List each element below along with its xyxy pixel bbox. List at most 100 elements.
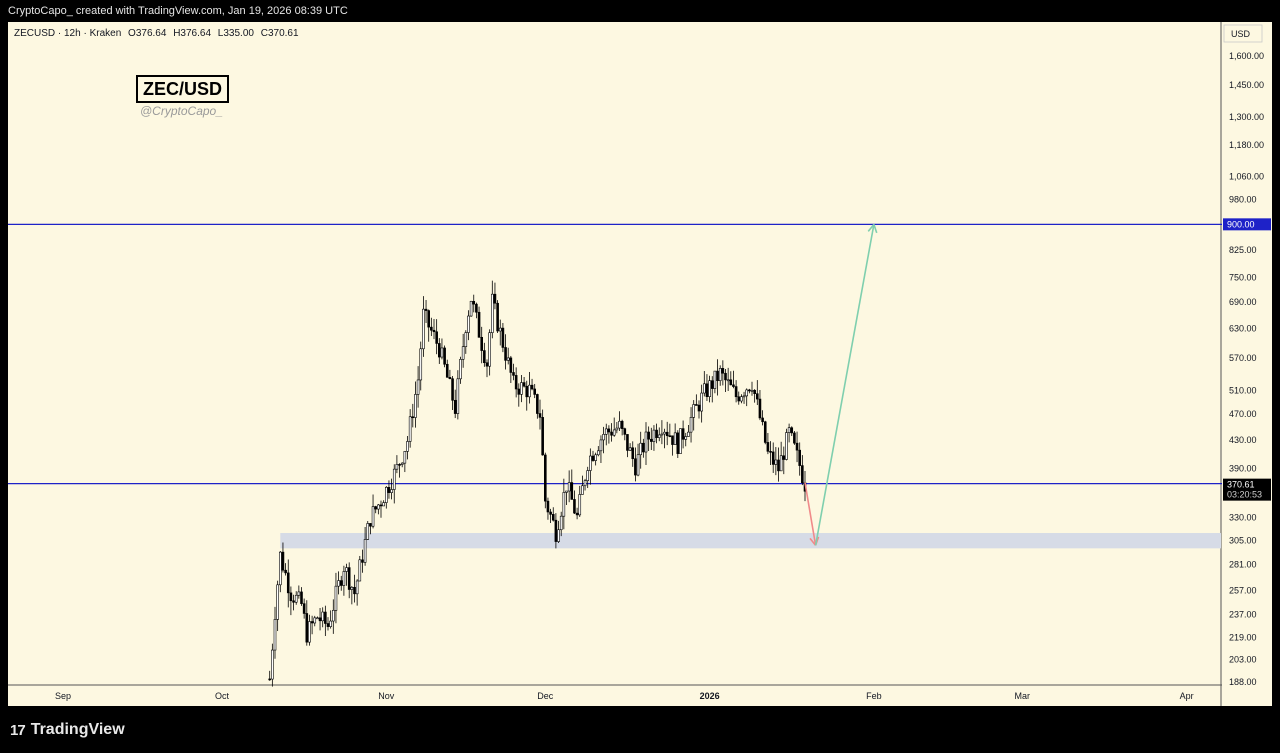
candle-body xyxy=(570,482,574,500)
candle-body xyxy=(681,428,685,440)
candle-body xyxy=(382,502,385,507)
candle-body xyxy=(384,486,388,503)
candle-body xyxy=(689,417,693,433)
candle-body xyxy=(358,559,362,582)
y-tick-label: 750.00 xyxy=(1229,273,1257,283)
candle-body xyxy=(562,492,566,517)
candle-body xyxy=(644,431,648,453)
x-tick-label: Nov xyxy=(378,691,395,701)
candle-body xyxy=(498,327,502,332)
candle-body xyxy=(520,382,523,395)
candle-body xyxy=(536,394,539,414)
candle-body xyxy=(639,442,643,456)
candle-body xyxy=(695,404,698,406)
candle-body xyxy=(769,451,772,453)
candle-body xyxy=(636,454,640,476)
candle-body xyxy=(763,421,767,443)
candle-body xyxy=(724,372,727,381)
candle-body xyxy=(742,395,746,398)
candle-body xyxy=(567,482,571,492)
candle-body xyxy=(517,388,521,395)
candle-body xyxy=(755,393,759,400)
candle-body xyxy=(509,357,513,373)
candle-body xyxy=(684,436,688,440)
candle-body xyxy=(718,368,722,382)
candle-body xyxy=(665,431,669,437)
open-value: O376.64 xyxy=(128,28,167,39)
candle-body xyxy=(726,379,730,382)
candle-body xyxy=(353,586,356,595)
y-tick-label: 1,180.00 xyxy=(1229,140,1264,150)
candle-body xyxy=(599,439,603,452)
last-price-label: 370.61 xyxy=(1227,480,1255,490)
candle-body xyxy=(541,417,544,456)
candle-body xyxy=(329,620,332,627)
candle-body xyxy=(422,308,425,350)
candle-body xyxy=(308,621,311,643)
candle-body xyxy=(533,388,537,395)
candle-body xyxy=(748,389,751,392)
candle-body xyxy=(740,396,743,402)
candle-body xyxy=(673,432,677,445)
candle-body xyxy=(549,511,552,515)
candle-body xyxy=(647,431,650,440)
symbol-info: ZECUSD · 12h · Kraken xyxy=(14,28,122,39)
candle-body xyxy=(623,428,627,435)
candle-body xyxy=(607,428,611,433)
candle-body xyxy=(369,523,372,527)
candle-body xyxy=(342,571,346,586)
x-tick-label: 2026 xyxy=(700,691,720,701)
y-tick-label: 430.00 xyxy=(1229,435,1257,445)
price-chart[interactable]: USD 188.00 203.00 219.00 237.00 257.00 281.00 3… xyxy=(8,22,1272,706)
candle-body xyxy=(448,377,452,380)
symbol-legend: ZECUSD · 12h · Kraken O376.64 H376.64 L3… xyxy=(14,28,299,39)
candle-body xyxy=(530,384,534,390)
candle-body xyxy=(345,567,348,572)
y-tick-label: 690.00 xyxy=(1229,297,1257,307)
candle-body xyxy=(453,399,457,414)
candle-body xyxy=(300,591,303,604)
candle-body xyxy=(649,438,653,442)
candle-body xyxy=(687,431,690,437)
candle-body xyxy=(435,331,438,344)
candle-body xyxy=(554,519,558,542)
y-tick-label: 237.00 xyxy=(1229,609,1257,619)
candle-body xyxy=(437,343,441,358)
y-tick-label: 1,300.00 xyxy=(1229,112,1264,122)
candle-body xyxy=(713,370,717,389)
candle-body xyxy=(321,611,325,622)
candle-body xyxy=(546,500,550,513)
candle-body xyxy=(379,504,383,507)
candle-body xyxy=(400,462,404,465)
candle-body xyxy=(657,434,661,438)
candle-body xyxy=(493,293,497,304)
price-axis-bg xyxy=(1222,22,1272,706)
candle-body xyxy=(464,332,468,347)
candle-body xyxy=(432,329,436,333)
candle-body xyxy=(316,617,319,620)
candle-body xyxy=(729,379,733,386)
candle-body xyxy=(451,378,454,401)
candle-body xyxy=(626,434,629,451)
chart-area[interactable]: USD 188.00 203.00 219.00 237.00 257.00 281.00 3… xyxy=(8,22,1272,706)
candle-body xyxy=(679,428,682,454)
candle-body xyxy=(318,617,322,622)
y-tick-label: 1,450.00 xyxy=(1229,80,1264,90)
candle-body xyxy=(512,372,515,376)
candle-body xyxy=(324,611,327,624)
candle-body xyxy=(480,336,484,351)
candle-body xyxy=(377,504,380,510)
y-tick-label: 305.00 xyxy=(1229,536,1257,546)
candle-body xyxy=(414,394,417,418)
candle-body xyxy=(392,468,396,490)
candle-body xyxy=(504,347,507,361)
candle-body xyxy=(406,441,409,452)
candle-body xyxy=(795,442,799,451)
candle-body xyxy=(281,551,285,571)
y-tick-label: 1,600.00 xyxy=(1229,51,1264,61)
candle-body xyxy=(411,416,415,419)
tradingview-brand[interactable]: 17 TradingView xyxy=(10,718,125,742)
x-tick-label: Feb xyxy=(866,691,882,701)
y-tick-label: 470.00 xyxy=(1229,409,1257,419)
candle-body xyxy=(732,384,735,387)
